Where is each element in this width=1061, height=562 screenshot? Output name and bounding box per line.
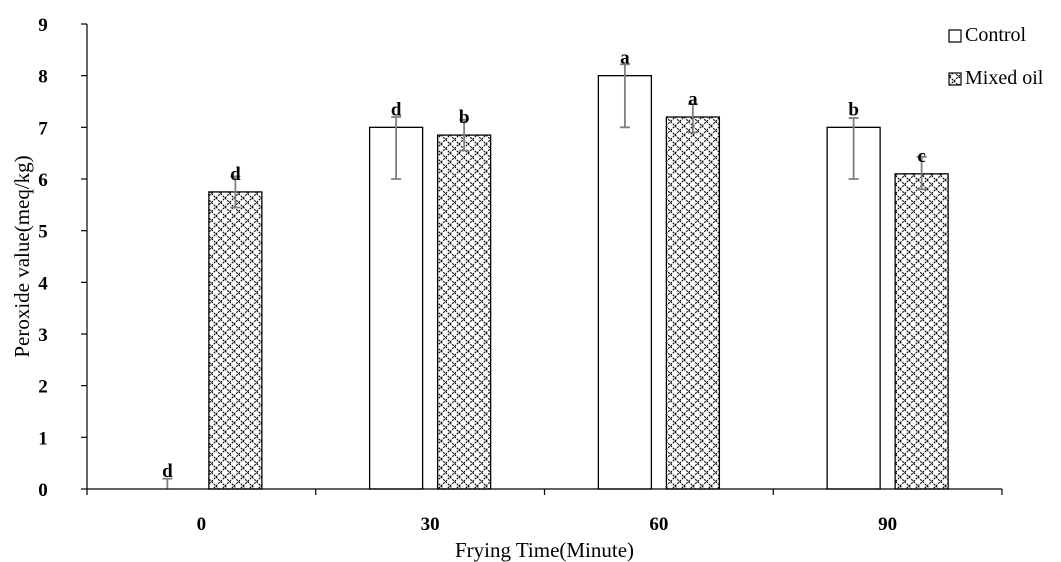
significance-labels-group: d d d b a a b c	[162, 48, 926, 482]
legend: Control Mixed oil	[948, 24, 1044, 89]
legend-item-control: Control	[948, 24, 1027, 46]
bar-control-90	[826, 126, 881, 490]
x-tick-label: 0	[197, 514, 207, 535]
y-tick-label: 8	[38, 67, 48, 88]
bar-mixed-oil-30	[436, 134, 492, 490]
y-tick-label: 1	[38, 428, 48, 449]
bar-control-30	[368, 126, 424, 490]
y-tick-label: 4	[38, 273, 48, 294]
x-axis-ticks: 0 30 60 90	[86, 489, 1003, 535]
x-axis-title: Frying Time(Minute)	[455, 538, 634, 562]
y-tick-label: 2	[38, 377, 48, 398]
significance-label: a	[688, 89, 698, 110]
x-tick-label: 30	[421, 514, 440, 535]
y-tick-label: 3	[38, 325, 48, 346]
legend-item-mixed-oil: Mixed oil	[948, 67, 1044, 89]
y-tick-label: 7	[38, 118, 48, 139]
x-tick-label: 60	[649, 514, 668, 535]
significance-label: b	[459, 107, 470, 128]
significance-label: c	[917, 146, 925, 167]
y-tick-label: 6	[38, 170, 48, 191]
significance-label: d	[391, 99, 402, 120]
bar-mixed-oil-90	[894, 173, 949, 490]
significance-label: b	[848, 99, 859, 120]
legend-label-mixed-oil: Mixed oil	[965, 67, 1044, 89]
legend-label-control: Control	[965, 24, 1027, 46]
significance-label: d	[230, 164, 241, 185]
y-axis-ticks: 0 1 2 3 4 5 6 7 8 9	[38, 15, 87, 501]
y-tick-label: 9	[38, 15, 48, 36]
significance-label: d	[162, 461, 173, 482]
bar-mixed-oil-60	[665, 116, 721, 490]
y-axis-title: Peroxide value(meq/kg)	[10, 155, 34, 357]
legend-swatch-mixed-oil	[948, 72, 962, 86]
bar-control-60	[597, 75, 653, 490]
y-tick-label: 0	[38, 480, 48, 501]
significance-label: a	[620, 48, 630, 69]
error-bars-group	[162, 63, 927, 489]
x-tick-label: 90	[878, 514, 897, 535]
legend-swatch-control	[948, 29, 962, 43]
bars-group	[208, 75, 949, 490]
bar-mixed-oil-0	[208, 191, 263, 490]
y-tick-label: 5	[38, 222, 48, 243]
